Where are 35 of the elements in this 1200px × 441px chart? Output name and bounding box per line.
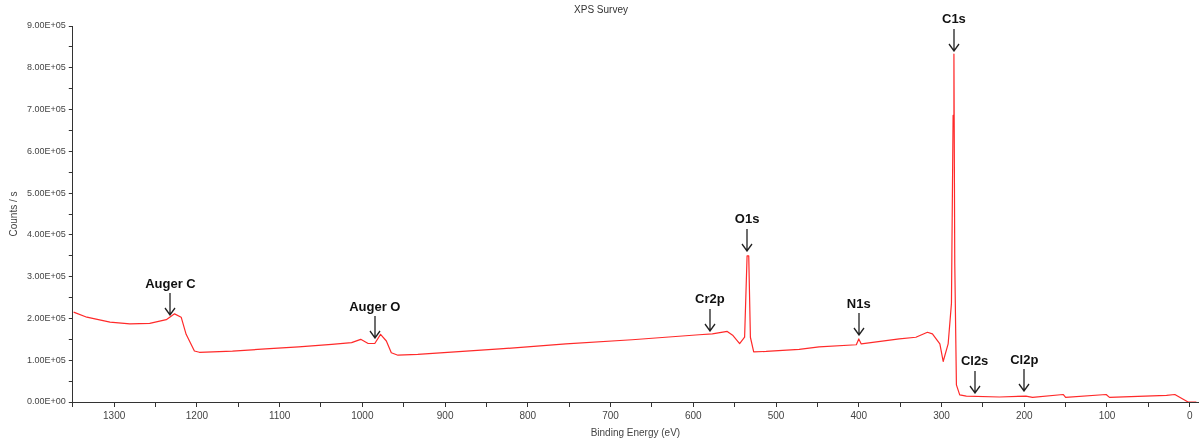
x-tick-label: 0 <box>1186 409 1193 421</box>
annotation: Auger C <box>145 275 197 291</box>
y-tick-label: 1.00E+05 <box>26 354 66 365</box>
annotation: Auger O <box>349 298 401 314</box>
y-tick-label: 5.00E+05 <box>26 187 66 198</box>
x-tick-label: 500 <box>767 409 785 421</box>
x-tick-label: 200 <box>1015 409 1034 421</box>
annotation: C1s <box>942 11 966 27</box>
y-tick-label: 3.00E+05 <box>26 271 66 282</box>
annotation: O1s <box>734 210 760 226</box>
annotation: Cl2s <box>960 353 989 369</box>
x-tick-label: 1200 <box>185 409 209 421</box>
x-tick-label: 600 <box>684 409 703 421</box>
y-axis-title: Counts / s <box>7 191 19 237</box>
y-tick-label: 4.00E+05 <box>26 229 66 240</box>
y-tick-label: 9.00E+05 <box>26 20 66 31</box>
x-tick-label: 1300 <box>103 409 126 421</box>
x-tick-label: 700 <box>602 409 620 421</box>
chart-title: XPS Survey <box>574 3 628 15</box>
y-tick-label: 2.00E+05 <box>26 312 66 323</box>
y-tick-label: 8.00E+05 <box>26 62 66 73</box>
y-tick-label: 7.00E+05 <box>26 104 66 115</box>
x-tick-label: 1000 <box>351 409 374 421</box>
x-tick-label: 800 <box>519 409 537 421</box>
x-tick-label: 400 <box>850 409 868 421</box>
y-tick-label: 6.00E+05 <box>26 145 66 156</box>
x-tick-label: 100 <box>1098 409 1116 421</box>
x-tick-label: 900 <box>436 409 454 421</box>
annotation: Cl2p <box>1010 351 1039 367</box>
annotation: Cr2p <box>695 290 725 306</box>
x-tick-label: 1100 <box>268 409 291 421</box>
y-tick-label: 0.00E+00 <box>26 396 66 407</box>
x-tick-label: 300 <box>933 409 951 421</box>
annotation: N1s <box>846 295 871 311</box>
x-axis-title: Binding Energy (eV) <box>590 426 681 438</box>
